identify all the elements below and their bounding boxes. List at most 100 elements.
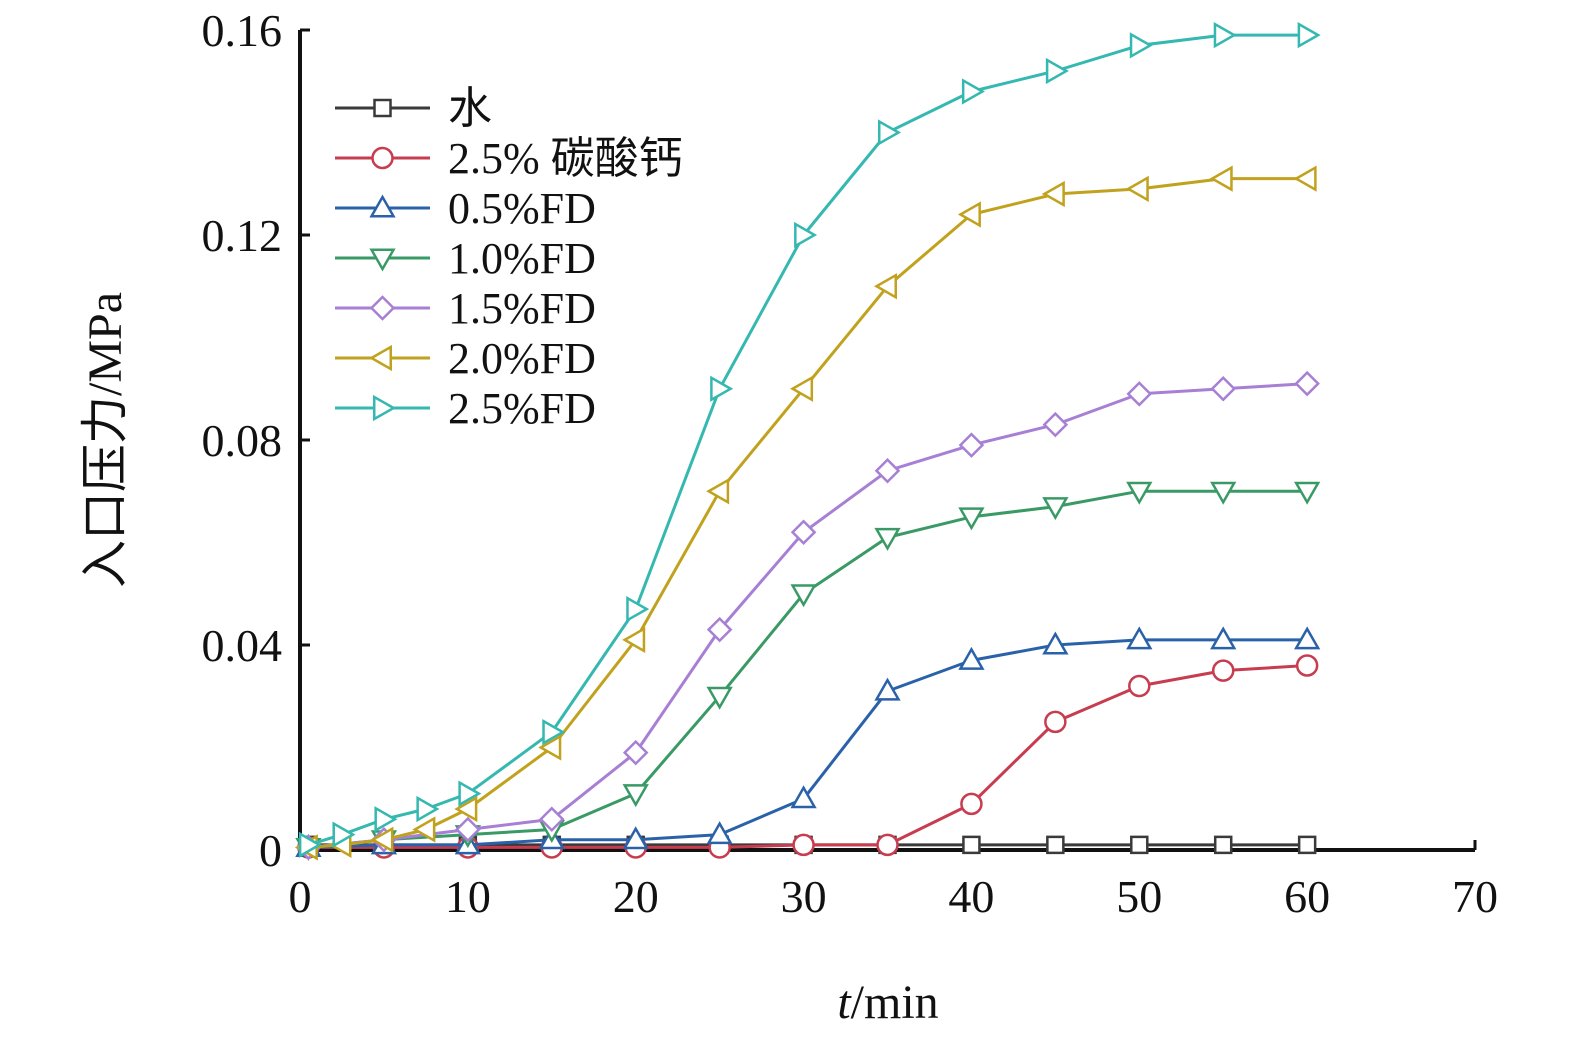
data-point: [1046, 835, 1065, 855]
data-point: [1126, 626, 1153, 650]
legend-item: 1.5%FD: [335, 284, 596, 333]
data-point: [790, 519, 817, 546]
data-point: [622, 784, 649, 808]
data-point: [1125, 175, 1149, 203]
data-point: [1042, 497, 1069, 521]
data-point: [873, 273, 897, 300]
data-point: [876, 833, 899, 857]
data-point: [1294, 370, 1320, 397]
data-point: [626, 595, 650, 623]
legend-label: 水: [448, 84, 492, 133]
data-point: [1042, 631, 1069, 655]
series-5: [295, 370, 1320, 861]
x-tick-label: 60: [1284, 871, 1330, 922]
x-tick-label: 50: [1116, 871, 1162, 922]
data-point: [1129, 32, 1153, 59]
data-point: [1297, 21, 1321, 49]
series-6: [294, 165, 1317, 861]
data-point: [874, 677, 901, 701]
data-point: [1126, 381, 1153, 407]
data-point: [710, 375, 734, 402]
data-point: [706, 686, 733, 710]
data-point: [539, 806, 565, 833]
data-point: [1041, 180, 1065, 208]
x-tick-label: 30: [781, 871, 827, 922]
data-point: [874, 527, 901, 551]
data-point: [622, 626, 646, 654]
data-point: [1130, 835, 1149, 855]
data-point: [298, 831, 322, 859]
data-point: [538, 734, 562, 761]
data-point: [622, 739, 649, 766]
data-point: [622, 826, 649, 850]
data-point: [369, 194, 396, 218]
data-point: [374, 806, 398, 833]
data-point: [1297, 835, 1317, 855]
legend-item: 1.0%FD: [335, 234, 596, 283]
legend-item: 0.5%FD: [335, 184, 596, 233]
legend-item: 2.0%FD: [335, 334, 596, 383]
x-tick-label: 40: [948, 871, 994, 922]
data-point: [542, 718, 566, 746]
data-point: [412, 816, 436, 843]
x-tick-label: 10: [445, 871, 491, 922]
data-point: [706, 478, 730, 505]
legend-item: 2.5%FD: [335, 384, 596, 433]
data-point: [958, 646, 985, 670]
data-point: [458, 780, 482, 807]
data-point: [706, 821, 733, 845]
data-point: [1213, 835, 1233, 855]
series-3: [295, 626, 1321, 857]
axes: 0 10 20 30 40 50 60 70 0 0.04 0.08 0.12 0.16: [202, 5, 1499, 922]
data-point: [1126, 481, 1153, 505]
data-point: [958, 432, 985, 458]
legend-label: 1.0%FD: [448, 234, 596, 283]
series-line: [308, 664, 1308, 849]
data-point: [794, 221, 818, 249]
y-tick-label: 0.04: [202, 620, 283, 671]
x-tick-label: 70: [1452, 871, 1498, 922]
data-point: [961, 78, 985, 105]
data-point: [1210, 626, 1237, 650]
data-point: [706, 616, 733, 643]
data-point: [1293, 481, 1321, 505]
series-2: [297, 654, 1319, 859]
data-point: [1210, 481, 1237, 505]
data-point: [958, 507, 985, 531]
y-tick-label: 0: [259, 825, 282, 876]
data-point: [790, 584, 817, 608]
data-point: [371, 146, 394, 170]
x-tick-label: 0: [289, 871, 312, 922]
data-point: [1209, 165, 1233, 192]
y-tick-label: 0.12: [202, 210, 283, 261]
legend-item: 水: [335, 84, 492, 133]
data-point: [332, 821, 356, 848]
data-point: [874, 457, 901, 484]
series-7: [298, 21, 1321, 859]
data-point: [790, 375, 814, 402]
series-line: [308, 382, 1308, 849]
data-point: [369, 295, 396, 321]
legend-label: 2.5%FD: [448, 384, 596, 433]
data-point: [957, 201, 981, 228]
x-axis-title-variable: t: [837, 976, 852, 1029]
data-point: [373, 98, 392, 118]
data-point: [1295, 654, 1319, 677]
data-point: [790, 785, 817, 809]
x-axis-title-unit: /min: [851, 976, 939, 1029]
data-point: [455, 816, 481, 843]
legend-label: 2.5% 碳酸钙: [448, 134, 683, 183]
data-point: [373, 394, 397, 422]
data-point: [416, 795, 440, 823]
y-tick-label: 0.08: [202, 415, 283, 466]
data-point: [370, 826, 394, 853]
data-point: [1044, 710, 1067, 734]
data-point: [1045, 57, 1069, 85]
data-point: [1213, 21, 1237, 49]
data-point: [962, 835, 981, 855]
x-tick-label: 20: [613, 871, 659, 922]
data-point: [1293, 165, 1317, 192]
data-point: [1128, 674, 1151, 698]
